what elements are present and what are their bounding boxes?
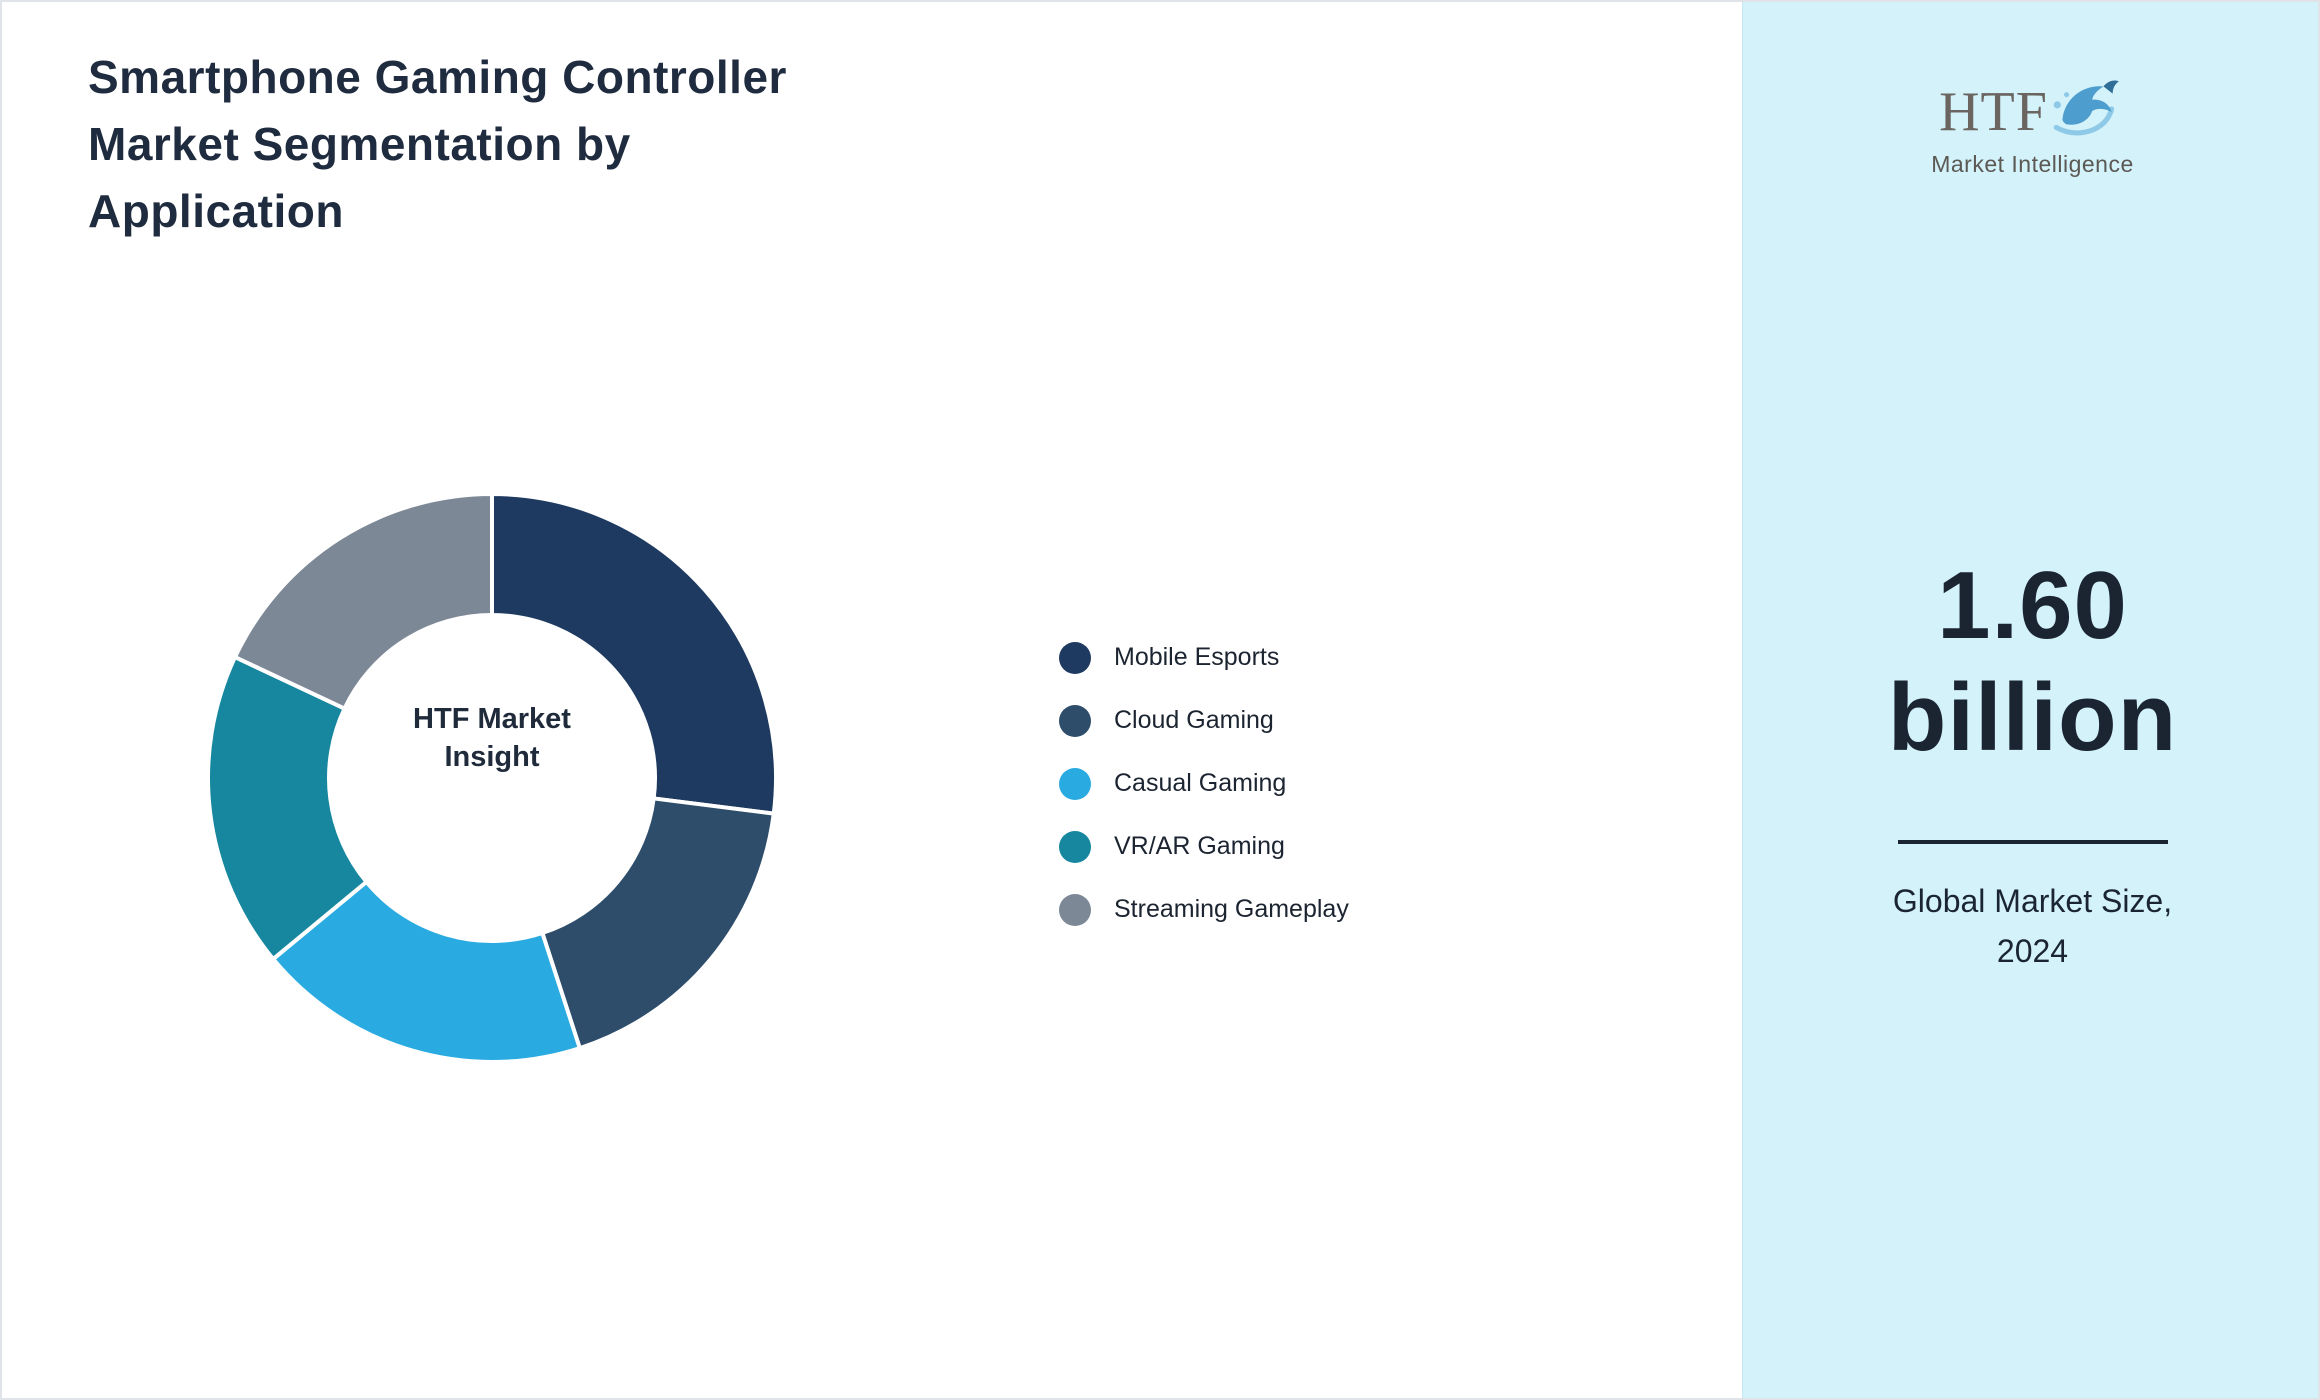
market-size-unit: billion [1887,664,2178,771]
market-size-caption: Global Market Size, 2024 [1743,876,2318,976]
legend-swatch-icon [1059,641,1091,674]
chart-legend: Mobile Esports Cloud Gaming Casual Gaming V… [1059,626,1349,941]
legend-swatch-icon [1059,893,1091,926]
legend-label: Mobile Esports [1114,643,1280,671]
dolphin-logo-icon [2044,74,2126,151]
market-size-value: 1.60 billion [1743,550,2318,774]
logo-subtext: Market Intelligence [1931,151,2134,177]
donut-chart: HTF Market Insight [192,478,792,1078]
legend-label: Streaming Gameplay [1114,895,1349,923]
legend-swatch-icon [1059,767,1091,800]
legend-label: Casual Gaming [1114,769,1287,797]
page-title-line: Application [88,185,344,237]
legend-label: Cloud Gaming [1114,706,1274,734]
market-size-caption-line: Global Market Size, [1892,883,2173,919]
donut-center-label-line: Insight [444,741,540,773]
donut-center-label: HTF Market Insight [342,700,642,776]
legend-swatch-icon [1059,704,1091,737]
legend-item: Streaming Gameplay [1059,878,1349,941]
legend-label: VR/AR Gaming [1114,832,1285,860]
legend-swatch-icon [1059,830,1091,863]
market-size-number: 1.60 [1937,552,2128,659]
page-title: Smartphone Gaming Controller Market Segm… [88,44,787,245]
donut-segment-2 [270,879,583,1064]
donut-segment-1 [539,796,776,1051]
donut-chart-svg [206,491,778,1064]
logo-text: HTF [1939,81,2048,143]
brand-logo: HTF Market Intelligence [1743,80,2318,178]
donut-segment-4 [232,491,494,712]
page-title-line: Market Segmentation by [88,118,631,170]
legend-item: VR/AR Gaming [1059,815,1349,878]
market-size-caption-line: 2024 [1996,933,2069,969]
divider-line [1897,840,2168,844]
donut-center-label-line: HTF Market [413,703,571,735]
legend-item: Mobile Esports [1059,626,1349,689]
donut-segment-3 [206,654,370,962]
page-title-line: Smartphone Gaming Controller [88,51,787,103]
donut-segment-0 [490,491,778,816]
legend-item: Cloud Gaming [1059,689,1349,752]
legend-item: Casual Gaming [1059,752,1349,815]
sidebar: HTF Market Intelligence 1.60 billion [1742,2,2318,1398]
